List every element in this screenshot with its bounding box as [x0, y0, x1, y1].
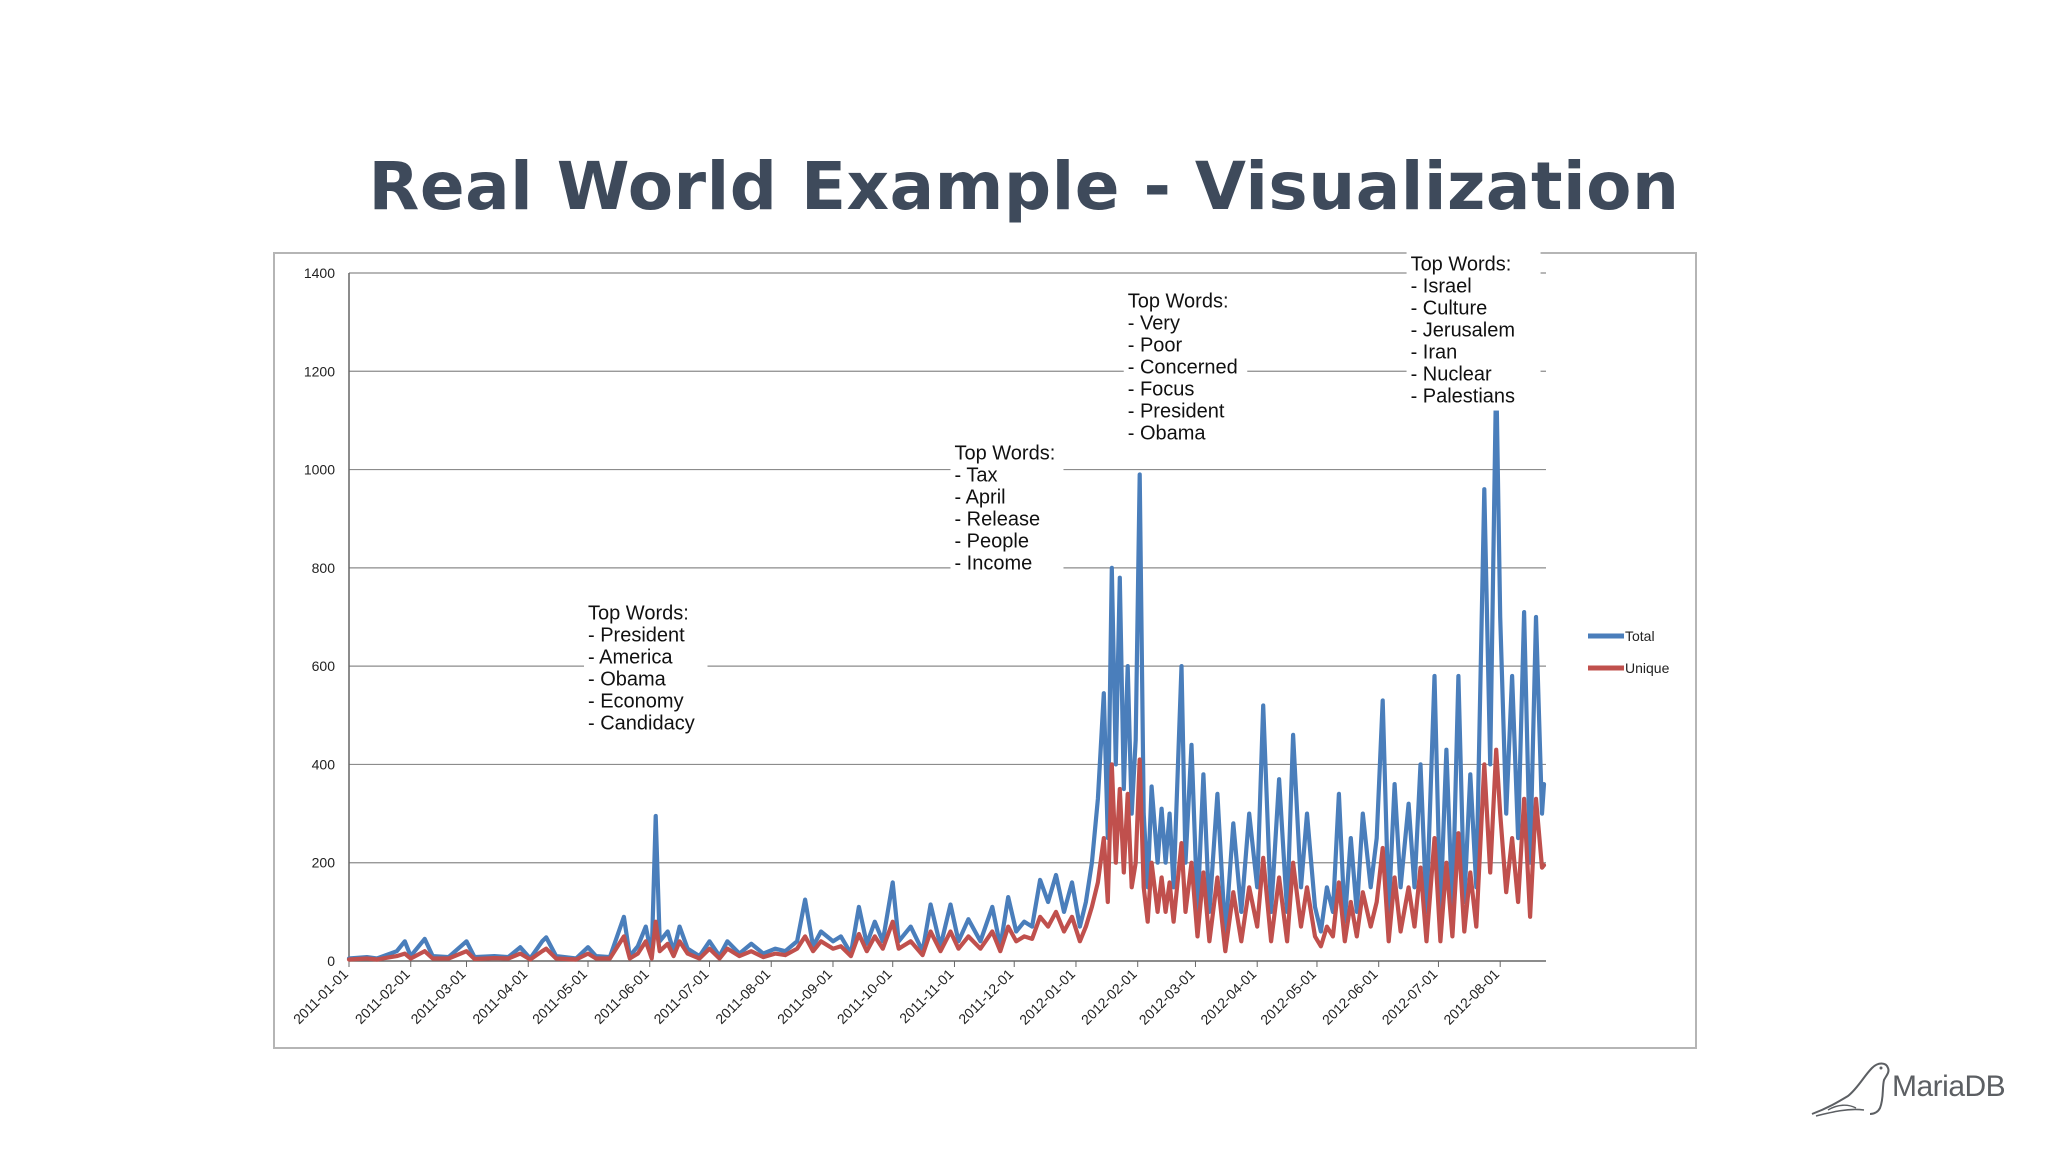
- annotation-word: - Obama: [588, 668, 667, 690]
- annotation-word: - Economy: [588, 690, 684, 712]
- annotation-heading: Top Words:: [1128, 290, 1229, 312]
- slide-title: Real World Example - Visualization: [368, 148, 1680, 225]
- annotation-word: - Palestians: [1411, 386, 1516, 408]
- annotation-word: - President: [1128, 400, 1225, 422]
- series-line-unique: [346, 747, 1547, 962]
- annotation-word: - Concerned: [1128, 356, 1238, 378]
- annotation-word: - Tax: [954, 465, 997, 487]
- annotation-word: - Culture: [1411, 298, 1488, 320]
- annotation-word: - People: [954, 531, 1029, 553]
- y-tick-label: 200: [312, 855, 336, 871]
- y-tick-label: 400: [312, 756, 336, 772]
- annotations: Top Words:- President- America- Obama- E…: [584, 250, 1541, 738]
- legend: Total Unique: [1588, 628, 1670, 676]
- y-tick-label: 1400: [304, 265, 335, 281]
- y-tick-label: 0: [327, 953, 335, 969]
- annotation-word: - April: [954, 487, 1005, 509]
- annotation-top-words: Top Words:- Israel- Culture- Jerusalem- …: [1406, 250, 1541, 411]
- annotation-background: [950, 439, 1064, 578]
- annotation-word: - Candidacy: [588, 712, 695, 734]
- annotation-word: - America: [588, 646, 673, 668]
- y-tick-label: 600: [312, 658, 336, 674]
- y-tick-label: 1200: [304, 363, 335, 379]
- y-tick-label: 1000: [304, 462, 335, 478]
- logo-wordmark: MariaDB: [1892, 1070, 2006, 1103]
- sea-lion-logo-icon: [1811, 1062, 1890, 1117]
- annotation-word: - Poor: [1128, 334, 1183, 356]
- annotation-word: - Release: [954, 509, 1040, 531]
- annotation-top-words: Top Words:- Very- Poor- Concerned- Focus…: [1123, 287, 1248, 448]
- legend-label-total: Total: [1625, 628, 1655, 644]
- axes: [348, 273, 1546, 967]
- legend-label-unique: Unique: [1625, 660, 1670, 676]
- annotation-background: [1406, 250, 1541, 411]
- annotation-heading: Top Words:: [954, 443, 1055, 465]
- series-line-total: [346, 369, 1547, 961]
- annotation-word: - Very: [1128, 312, 1180, 334]
- annotation-word: - Israel: [1411, 276, 1472, 298]
- annotation-top-words: Top Words:- Tax- April- Release- People-…: [950, 439, 1064, 578]
- y-tick-labels: 0 200 400 600 800 1000 1200 1400: [304, 265, 335, 969]
- annotation-word: - Focus: [1128, 378, 1195, 400]
- annotation-word: - Iran: [1411, 342, 1458, 364]
- annotation-word: - Nuclear: [1411, 364, 1492, 386]
- annotation-heading: Top Words:: [1411, 254, 1512, 276]
- annotation-word: - Income: [954, 553, 1032, 575]
- annotation-heading: Top Words:: [588, 602, 689, 624]
- annotation-background: [584, 599, 708, 738]
- annotation-top-words: Top Words:- President- America- Obama- E…: [584, 599, 708, 738]
- annotation-word: - Jerusalem: [1411, 320, 1515, 342]
- gridlines: [349, 272, 1546, 864]
- series-lines: [346, 369, 1547, 962]
- annotation-word: - Obama: [1128, 422, 1207, 444]
- annotation-word: - President: [588, 624, 685, 646]
- annotation-background: [1123, 287, 1248, 448]
- y-tick-label: 800: [312, 560, 336, 576]
